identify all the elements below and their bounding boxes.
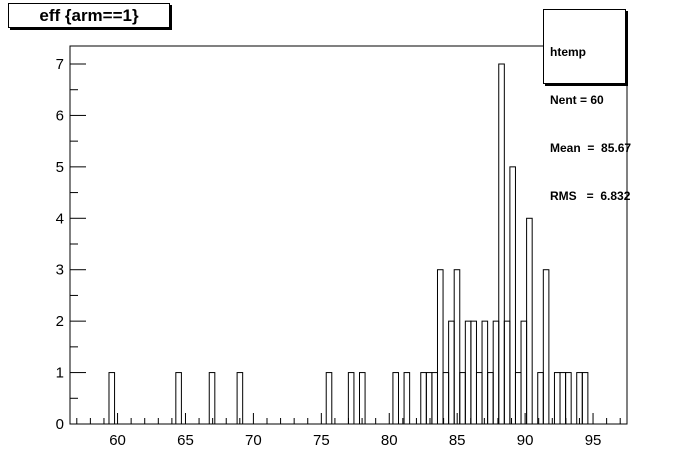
stats-row-rms: RMS = 6.832 <box>550 188 630 204</box>
histogram-bar <box>498 63 505 425</box>
y-axis: 0 1 2 3 4 5 6 7 <box>56 56 86 433</box>
y-tick-label: 4 <box>56 210 64 227</box>
stats-row-nent: Nent = 60 <box>550 92 625 108</box>
histogram-bar <box>108 372 116 425</box>
x-tick-label: 90 <box>517 432 534 449</box>
y-tick-label: 1 <box>56 365 64 382</box>
stats-key: Nent <box>550 93 577 107</box>
histogram-bar <box>325 372 333 425</box>
histogram-bar <box>509 166 516 425</box>
histogram-bar <box>581 372 589 425</box>
histogram-bar <box>453 269 461 425</box>
histogram-bar <box>208 372 216 425</box>
stats-sep: = <box>576 189 601 203</box>
chart-title: eff {arm==1} <box>8 3 170 28</box>
y-tick-label: 0 <box>56 416 64 433</box>
stats-value: 60 <box>590 93 604 107</box>
histogram-bar <box>175 372 182 425</box>
stats-value: 6.832 <box>600 189 631 203</box>
x-tick-label: 85 <box>449 432 466 449</box>
stats-name: htemp <box>550 45 586 59</box>
histogram-bar <box>403 372 411 425</box>
x-tick-label: 95 <box>585 432 602 449</box>
y-tick-label: 3 <box>56 262 64 279</box>
x-tick-label: 60 <box>109 432 126 449</box>
histogram-bar <box>526 217 533 425</box>
stats-key: RMS <box>550 189 577 203</box>
stats-box: htemp Nent = 60 Mean = 85.67 RMS = 6.832 <box>543 9 631 203</box>
y-tick-label: 7 <box>56 56 64 73</box>
histogram-bars <box>108 63 589 425</box>
histogram-bar <box>236 372 244 425</box>
y-tick-label: 2 <box>56 313 64 330</box>
stats-sep: = <box>580 141 602 155</box>
stats-row-mean: Mean = 85.67 <box>550 140 631 156</box>
stats-value: 85.67 <box>601 141 632 155</box>
stats-key: Mean <box>550 141 581 155</box>
x-tick-label: 80 <box>381 432 398 449</box>
x-tick-label: 75 <box>313 432 330 449</box>
histogram-bar <box>542 269 550 425</box>
histogram-bar <box>347 372 355 425</box>
stats-sep: = <box>576 93 591 107</box>
y-tick-label: 5 <box>56 159 64 176</box>
histogram-bar <box>436 269 444 425</box>
histogram-bar <box>565 372 572 425</box>
y-tick-label: 6 <box>56 107 64 124</box>
x-tick-label: 65 <box>177 432 194 449</box>
x-tick-label: 70 <box>245 432 262 449</box>
plot-frame <box>69 45 628 425</box>
histogram-bar <box>359 372 366 425</box>
x-axis: 60 65 70 75 80 85 90 95 <box>76 413 621 449</box>
histogram-bar <box>392 372 399 425</box>
